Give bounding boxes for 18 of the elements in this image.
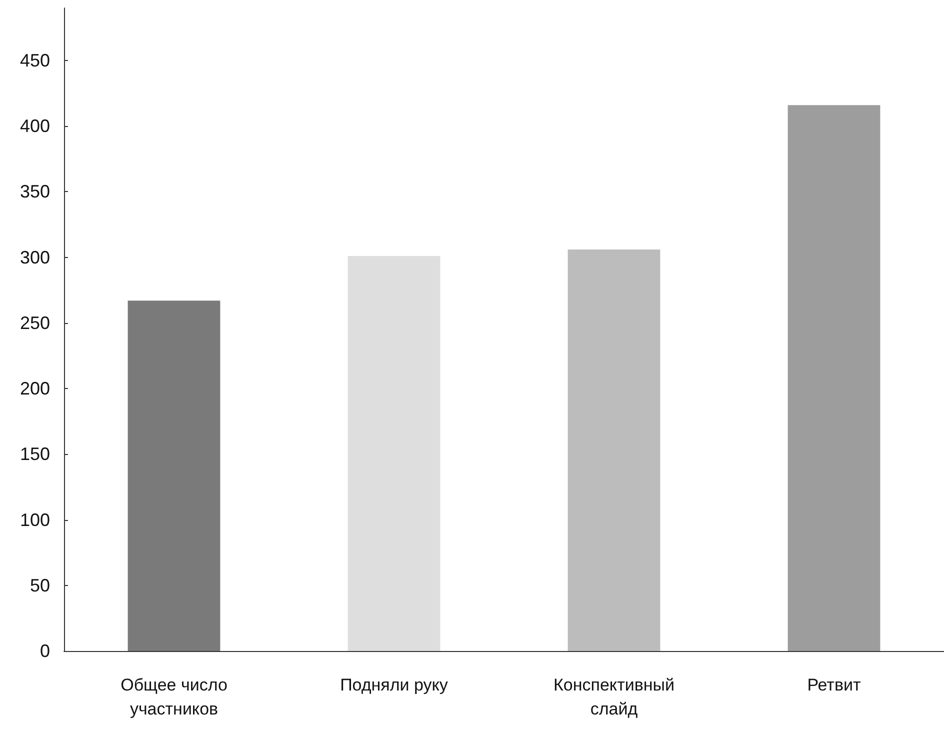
- y-tick-label: 200: [20, 378, 50, 399]
- x-tick-label: Подняли руку: [340, 676, 448, 694]
- y-tick-label: 350: [20, 182, 50, 202]
- bar: [788, 105, 880, 651]
- y-tick-label: 250: [20, 312, 50, 333]
- bar: [568, 249, 660, 651]
- y-tick-label: 50: [30, 575, 50, 596]
- y-tick-label: 100: [20, 510, 50, 530]
- y-tick-label: 150: [20, 444, 50, 464]
- y-tick-label: 450: [20, 50, 50, 70]
- y-tick-label: 400: [20, 116, 50, 136]
- x-tick-label: Конспективный слайд: [554, 676, 674, 718]
- x-tick-label: Общее число участников: [120, 676, 228, 718]
- bar: [348, 256, 440, 651]
- x-tick-label: Ретвит: [807, 676, 861, 694]
- bar: [128, 300, 220, 651]
- y-tick-label: 300: [20, 247, 50, 268]
- y-tick-label: 0: [40, 641, 50, 661]
